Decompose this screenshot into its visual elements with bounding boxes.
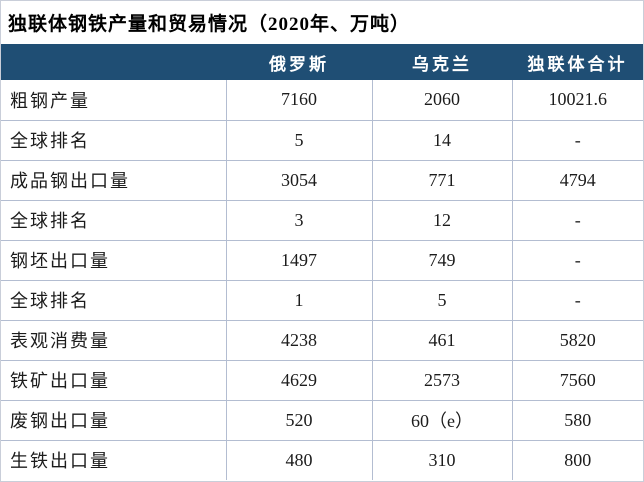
- cell-value: 800: [511, 440, 643, 480]
- cell-value: 4629: [225, 360, 372, 401]
- row-label: 全球排名: [1, 200, 226, 241]
- row-label: 粗钢产量: [1, 80, 226, 121]
- cell-value: 12: [371, 200, 512, 241]
- cell-value: 5: [371, 280, 512, 321]
- header-row: 俄罗斯 乌克兰 独联体合计: [1, 44, 643, 80]
- row-label: 全球排名: [1, 280, 226, 321]
- cell-value: 520: [225, 400, 372, 441]
- cell-value: 14: [371, 120, 512, 161]
- column-header-ukraine: 乌克兰: [372, 44, 512, 80]
- table-row: 粗钢产量 7160 2060 10021.6: [1, 80, 643, 121]
- table-row: 铁矿出口量 4629 2573 7560: [1, 360, 643, 401]
- column-header-indicator: [1, 44, 226, 80]
- cell-value: 2573: [371, 360, 512, 401]
- cell-value: 310: [371, 440, 512, 480]
- row-label: 成品钢出口量: [1, 160, 226, 201]
- cell-value: 3054: [225, 160, 372, 201]
- cell-value: -: [511, 200, 643, 241]
- column-header-cis-total: 独联体合计: [512, 44, 643, 80]
- cell-value: 2060: [371, 80, 512, 121]
- cell-value: 1: [225, 280, 372, 321]
- cell-value: 3: [225, 200, 372, 241]
- cell-value: -: [511, 280, 643, 321]
- cell-value: 580: [511, 400, 643, 441]
- row-label: 表观消费量: [1, 320, 226, 361]
- cell-value: -: [511, 120, 643, 161]
- table-row: 生铁出口量 480 310 800: [1, 440, 643, 480]
- table-row: 全球排名 5 14 -: [1, 120, 643, 161]
- row-label: 全球排名: [1, 120, 226, 161]
- cell-value: 480: [225, 440, 372, 480]
- table-row: 废钢出口量 520 60（e） 580: [1, 400, 643, 441]
- cell-value: 10021.6: [511, 80, 643, 121]
- column-header-russia: 俄罗斯: [226, 44, 372, 80]
- cell-value: 771: [371, 160, 512, 201]
- page-title: 独联体钢铁产量和贸易情况（2020年、万吨）: [1, 1, 643, 44]
- cell-value: 5820: [511, 320, 643, 361]
- cell-value: 7160: [225, 80, 372, 121]
- row-label: 铁矿出口量: [1, 360, 226, 401]
- cell-value: 749: [371, 240, 512, 281]
- cell-value: 4238: [225, 320, 372, 361]
- cell-value: 1497: [225, 240, 372, 281]
- cell-value: 5: [225, 120, 372, 161]
- row-label: 废钢出口量: [1, 400, 226, 441]
- table-row: 表观消费量 4238 461 5820: [1, 320, 643, 361]
- cell-value: 60（e）: [371, 400, 512, 441]
- row-label: 生铁出口量: [1, 440, 226, 480]
- cell-value: 7560: [511, 360, 643, 401]
- table-row: 成品钢出口量 3054 771 4794: [1, 160, 643, 201]
- cell-value: 4794: [511, 160, 643, 201]
- row-label: 钢坯出口量: [1, 240, 226, 281]
- table-row: 钢坯出口量 1497 749 -: [1, 240, 643, 281]
- cell-value: -: [511, 240, 643, 281]
- table-row: 全球排名 1 5 -: [1, 280, 643, 321]
- cell-value: 461: [371, 320, 512, 361]
- table-row: 全球排名 3 12 -: [1, 200, 643, 241]
- steel-production-table: 俄罗斯 乌克兰 独联体合计 粗钢产量 7160 2060 10021.6 全球排…: [1, 44, 643, 480]
